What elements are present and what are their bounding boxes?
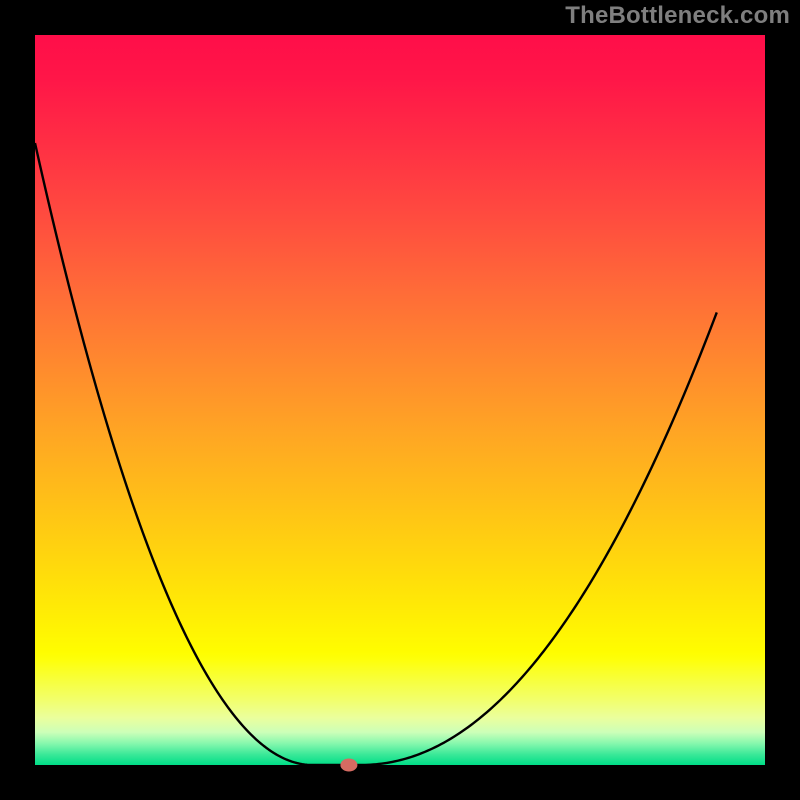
plot-area-gradient	[35, 35, 765, 765]
optimal-marker	[341, 759, 357, 771]
bottleneck-chart	[0, 0, 800, 800]
watermark-text: TheBottleneck.com	[565, 2, 790, 30]
